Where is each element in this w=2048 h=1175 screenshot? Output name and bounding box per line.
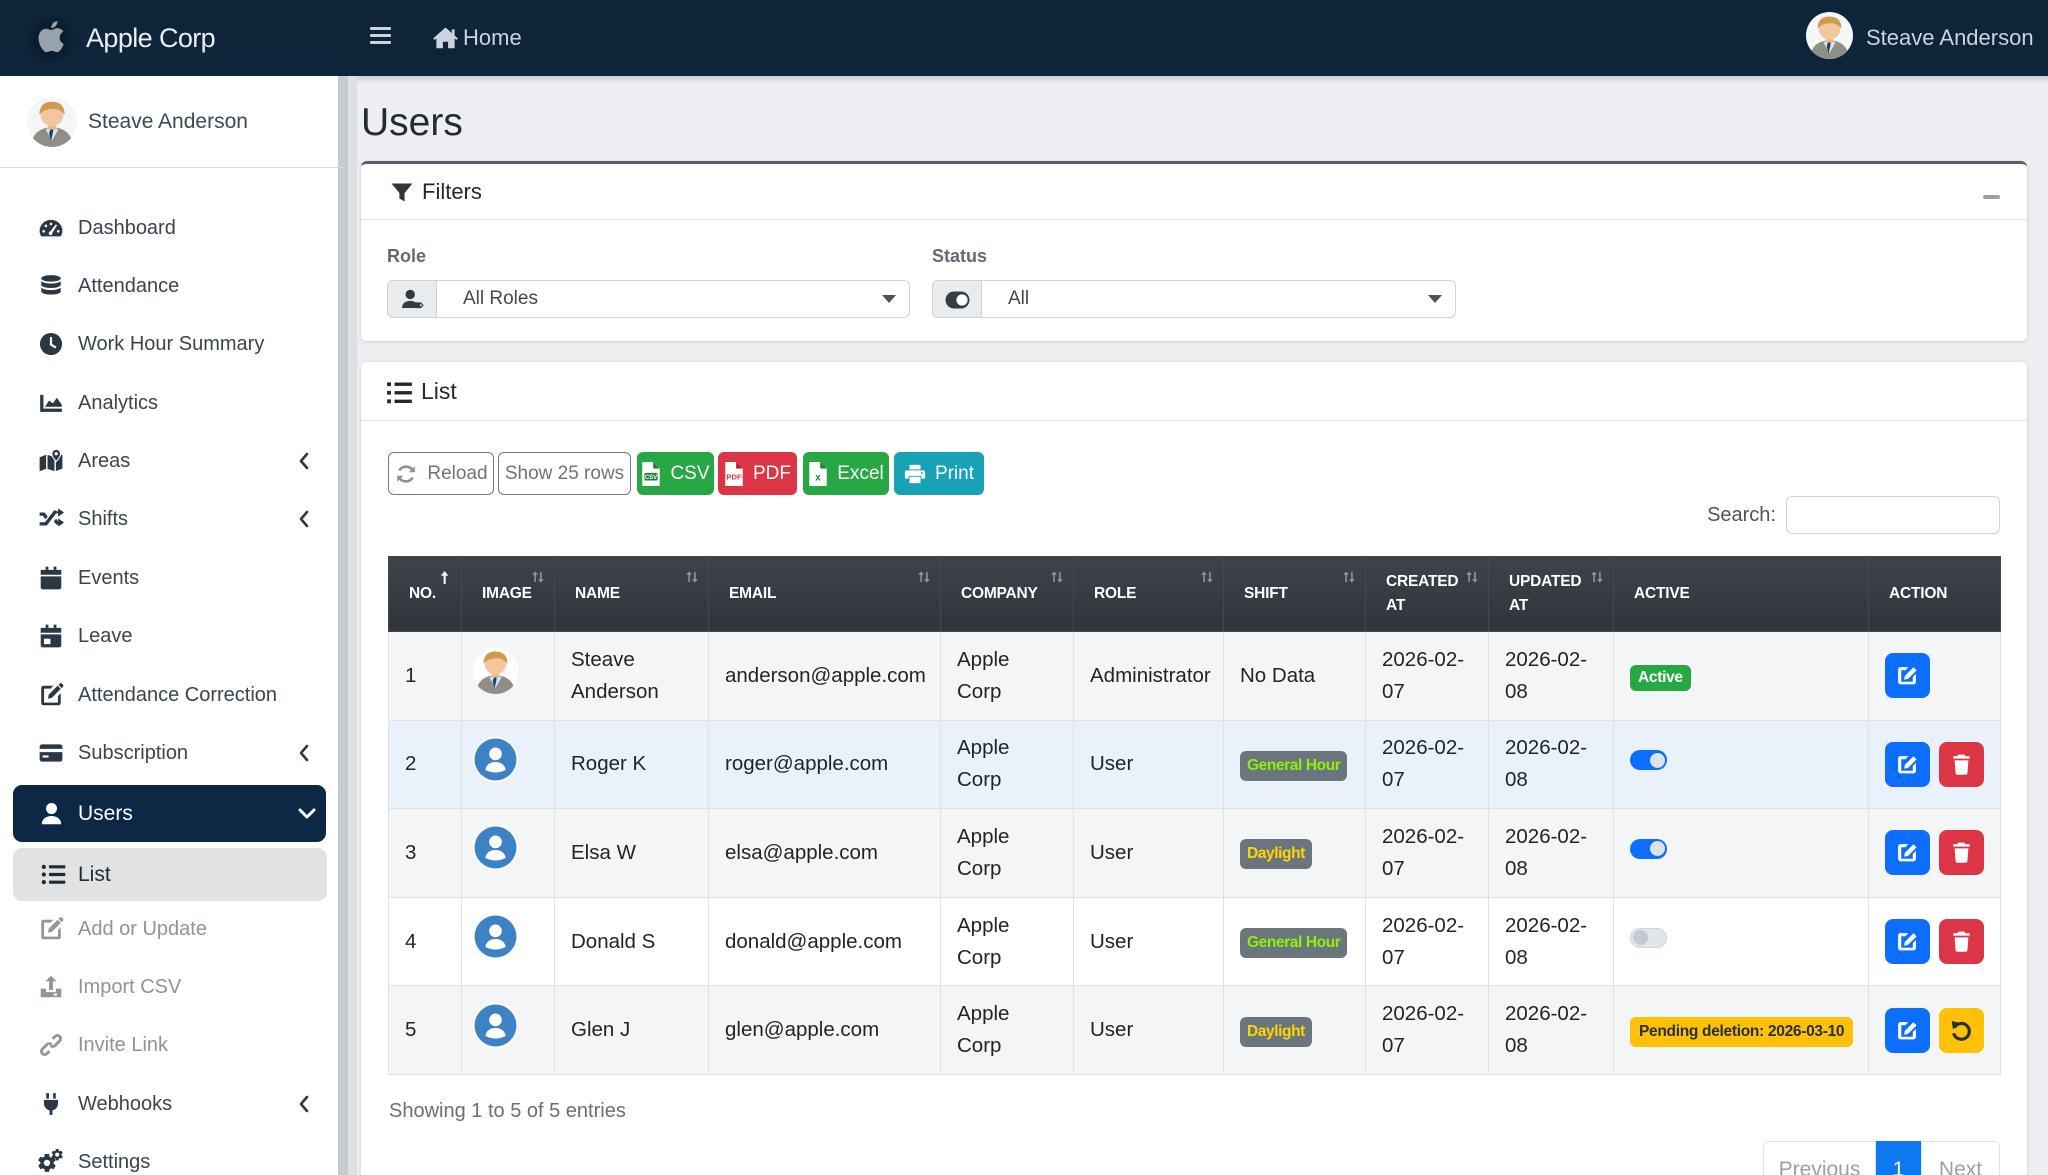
svg-text:CSV: CSV (645, 475, 657, 481)
svg-text:PDF: PDF (726, 472, 742, 481)
svg-text:x: x (816, 472, 822, 483)
